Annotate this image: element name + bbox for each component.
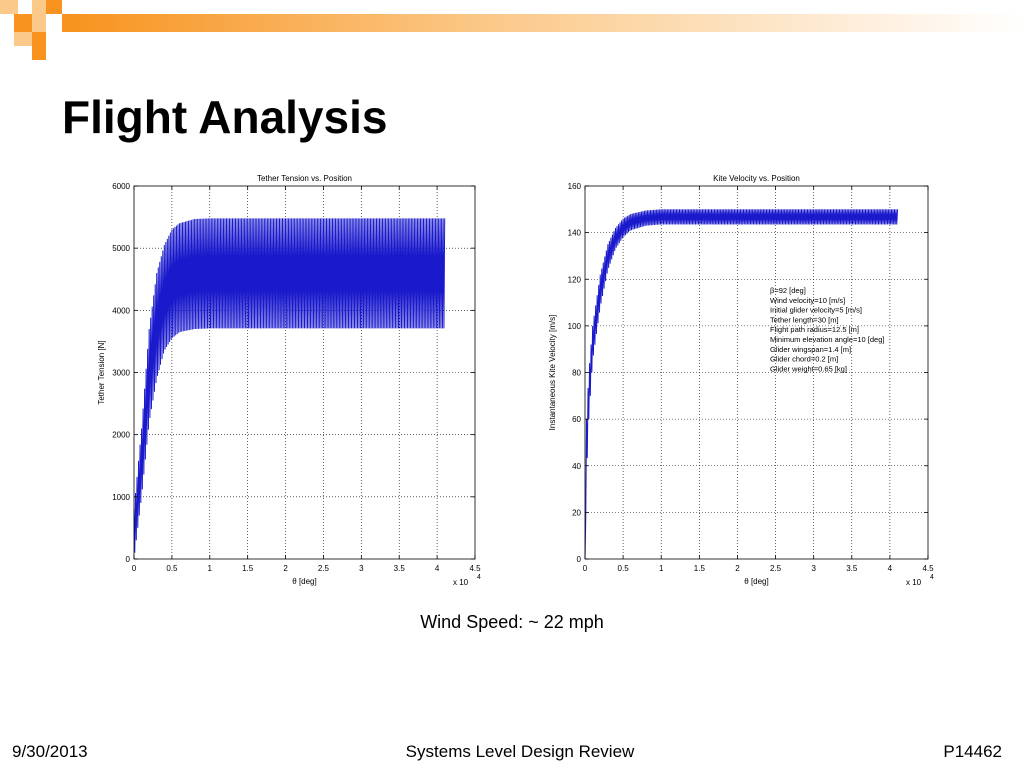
y-tick-label: 120 — [568, 275, 582, 284]
y-tick-label: 0 — [577, 555, 582, 564]
y-tick-label: 2000 — [112, 431, 130, 440]
x-tick-label: 3 — [359, 564, 364, 573]
annotation-line: β=92 [deg] — [770, 286, 806, 295]
x-axis-label: θ [deg] — [292, 577, 316, 586]
x-tick-label: 4.5 — [469, 564, 481, 573]
x-tick-label: 2.5 — [770, 564, 782, 573]
x-tick-label: 3.5 — [846, 564, 858, 573]
y-tick-label: 6000 — [112, 182, 130, 191]
y-tick-label: 3000 — [112, 369, 130, 378]
x-axis-multiplier: x 10 — [906, 578, 922, 587]
data-line — [584, 209, 899, 560]
x-tick-label: 2.5 — [318, 564, 330, 573]
annotation-line: Glider chord=0.2 [m] — [770, 355, 838, 364]
x-tick-label: 3 — [811, 564, 816, 573]
annotation-line: Wind velocity=10 [m/s] — [770, 296, 845, 305]
y-tick-label: 80 — [572, 369, 581, 378]
x-tick-label: 1.5 — [242, 564, 254, 573]
footer-project-id: P14462 — [943, 742, 1002, 761]
x-tick-label: 3.5 — [394, 564, 406, 573]
x-tick-label: 0 — [132, 564, 137, 573]
accent-bar — [62, 14, 1024, 32]
y-tick-label: 100 — [568, 322, 582, 331]
page-title: Flight Analysis — [62, 91, 388, 143]
y-tick-label: 20 — [572, 508, 581, 517]
x-tick-label: 2 — [283, 564, 288, 573]
y-axis-label: Instantaneous Kite Velocity [m/s] — [548, 315, 557, 431]
y-tick-label: 140 — [568, 229, 582, 238]
x-tick-label: 0.5 — [166, 564, 178, 573]
x-tick-label: 1 — [659, 564, 664, 573]
x-tick-label: 1.5 — [694, 564, 706, 573]
plot-area — [134, 186, 475, 559]
y-tick-label: 160 — [568, 182, 582, 191]
annotation-line: Tether length=30 [m] — [770, 315, 839, 324]
y-axis-label: Tether Tension [N] — [97, 340, 106, 404]
y-tick-label: 60 — [572, 415, 581, 424]
y-tick-label: 0 — [126, 555, 131, 564]
annotation-line: Flight path radius=12.5 [m] — [770, 325, 859, 334]
annotation-line: Glider wingspan=1.4 [m] — [770, 345, 851, 354]
accent-square — [46, 0, 62, 14]
annotation-line: Initial glider velocity=5 [m/s] — [770, 306, 862, 315]
accent-square — [32, 0, 46, 14]
x-tick-label: 4 — [435, 564, 440, 573]
x-tick-label: 1 — [208, 564, 213, 573]
x-tick-label: 0 — [583, 564, 588, 573]
x-axis-label: θ [deg] — [744, 577, 768, 586]
y-tick-label: 5000 — [112, 244, 130, 253]
accent-square — [32, 14, 46, 32]
x-axis-multiplier: x 10 — [453, 578, 469, 587]
footer-date: 9/30/2013 — [12, 742, 88, 761]
x-tick-label: 4.5 — [922, 564, 934, 573]
x-tick-label: 2 — [735, 564, 740, 573]
accent-square — [14, 14, 32, 32]
footer-title: Systems Level Design Review — [405, 742, 635, 761]
chart-title: Kite Velocity vs. Position — [713, 174, 800, 183]
wind-speed-caption: Wind Speed: ~ 22 mph — [420, 612, 604, 632]
x-tick-label: 4 — [888, 564, 893, 573]
accent-square — [32, 32, 46, 60]
accent-square — [14, 32, 32, 46]
annotation-line: Minimum elevation angle=10 [deg] — [770, 335, 884, 344]
header-banner — [0, 0, 1024, 60]
x-tick-label: 0.5 — [618, 564, 630, 573]
x-axis-multiplier-exponent: 4 — [477, 574, 481, 581]
annotation-line: Glider weight=0.65 [kg] — [770, 364, 847, 373]
x-axis-multiplier-exponent: 4 — [930, 574, 934, 581]
tether-tension-chart: 0 1000 2000 3000 4000 5000 6000 0 0.5 1 1.5 2 2.5 3 3.… — [97, 174, 481, 587]
y-tick-label: 40 — [572, 462, 581, 471]
y-tick-label: 1000 — [112, 493, 130, 502]
data-line — [133, 218, 446, 553]
chart-title: Tether Tension vs. Position — [257, 174, 352, 183]
accent-square — [18, 0, 32, 14]
y-tick-label: 4000 — [112, 306, 130, 315]
accent-square — [0, 0, 18, 14]
